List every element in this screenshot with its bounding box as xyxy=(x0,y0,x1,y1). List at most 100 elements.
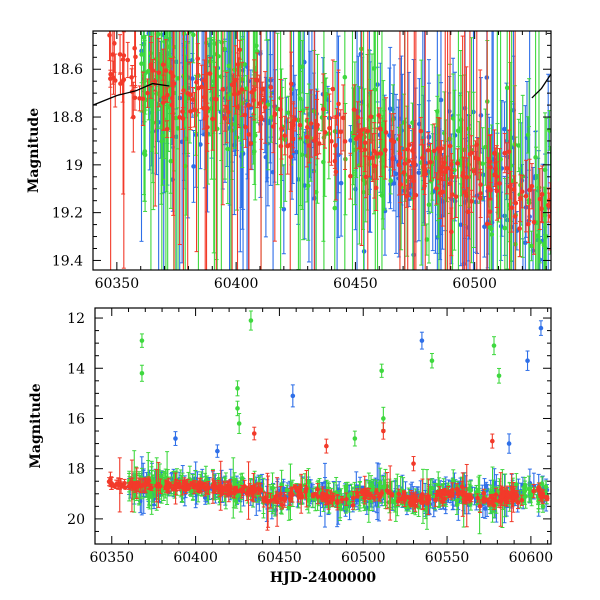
data-point xyxy=(268,492,273,509)
data-point xyxy=(199,64,204,110)
data-point xyxy=(405,494,410,500)
data-point xyxy=(235,52,241,77)
data-point xyxy=(233,45,238,115)
data-point xyxy=(452,180,458,222)
data-point xyxy=(438,148,444,194)
data-point xyxy=(327,93,332,163)
data-point xyxy=(323,492,329,500)
data-point xyxy=(448,490,454,500)
data-point xyxy=(237,39,242,60)
data-point xyxy=(288,51,294,117)
data-point xyxy=(371,133,377,199)
x-tick-label: 60400 xyxy=(214,276,259,292)
data-point xyxy=(539,165,545,224)
data-point xyxy=(362,475,368,505)
data-point xyxy=(270,31,276,270)
data-point xyxy=(506,433,512,454)
data-point xyxy=(261,86,267,114)
bottom-plot-area xyxy=(106,310,550,535)
y-tick-label: 19.4 xyxy=(52,253,83,269)
data-point xyxy=(223,484,229,495)
data-point xyxy=(198,480,204,490)
data-point xyxy=(248,310,254,331)
data-point xyxy=(282,115,288,156)
data-point xyxy=(491,336,497,356)
data-point xyxy=(320,486,325,501)
data-point xyxy=(529,163,535,210)
data-point xyxy=(466,495,472,504)
data-point xyxy=(139,364,145,382)
data-point xyxy=(497,148,502,219)
data-point xyxy=(419,331,425,350)
data-point xyxy=(538,320,544,336)
data-point xyxy=(518,174,523,223)
data-point xyxy=(111,60,116,95)
data-point xyxy=(548,182,551,251)
data-point xyxy=(509,182,515,233)
data-point xyxy=(411,128,416,199)
data-point xyxy=(529,486,534,507)
data-point xyxy=(191,130,196,203)
data-point xyxy=(183,486,188,495)
data-point xyxy=(204,483,210,495)
y-tick-label: 18 xyxy=(67,462,85,478)
data-point xyxy=(452,71,458,199)
data-point xyxy=(115,477,121,490)
data-point xyxy=(244,485,250,502)
data-point xyxy=(287,491,293,506)
bottom-panel: 60350 60400 60450 60500 60550 60600 12 14 16 18 20… xyxy=(28,307,553,586)
data-point xyxy=(488,494,494,500)
data-point xyxy=(216,480,221,495)
data-point xyxy=(387,489,392,495)
data-point xyxy=(489,124,494,270)
data-point xyxy=(304,106,310,168)
data-point xyxy=(304,469,309,508)
data-point xyxy=(330,59,336,119)
x-tick-label: 60400 xyxy=(173,550,218,566)
data-point xyxy=(290,487,295,503)
data-point xyxy=(488,134,493,201)
data-point xyxy=(299,99,305,210)
data-point xyxy=(126,482,132,490)
data-point xyxy=(354,488,360,498)
data-point xyxy=(215,444,220,458)
data-point xyxy=(165,87,170,103)
data-point xyxy=(274,477,280,527)
data-point xyxy=(522,482,528,490)
data-point xyxy=(294,89,299,215)
data-point xyxy=(353,109,359,169)
data-point xyxy=(139,333,145,348)
y-tick-label: 12 xyxy=(67,311,85,327)
data-point xyxy=(297,483,303,499)
data-point xyxy=(372,493,377,502)
data-point xyxy=(529,230,534,262)
data-point xyxy=(268,77,274,98)
data-point xyxy=(504,31,510,270)
data-point xyxy=(447,31,453,270)
data-point xyxy=(420,139,425,177)
y-tick-label: 19 xyxy=(65,158,83,174)
data-point xyxy=(236,412,242,434)
data-point xyxy=(285,117,290,175)
data-point xyxy=(255,52,260,109)
data-point xyxy=(108,31,113,270)
data-point xyxy=(173,31,179,270)
data-point xyxy=(461,156,466,189)
data-point xyxy=(411,456,416,472)
data-point xyxy=(350,490,356,506)
data-point xyxy=(137,85,142,112)
data-point xyxy=(390,140,395,177)
data-point xyxy=(133,31,138,88)
data-point xyxy=(220,31,226,206)
data-point xyxy=(505,490,510,499)
data-point xyxy=(194,31,199,253)
data-point xyxy=(517,199,522,258)
data-point xyxy=(112,53,118,108)
data-point xyxy=(442,31,448,270)
data-point xyxy=(168,57,174,87)
data-point xyxy=(422,31,428,270)
data-point xyxy=(264,31,269,41)
data-point xyxy=(207,57,213,91)
data-point xyxy=(292,484,298,490)
data-point xyxy=(265,39,271,171)
